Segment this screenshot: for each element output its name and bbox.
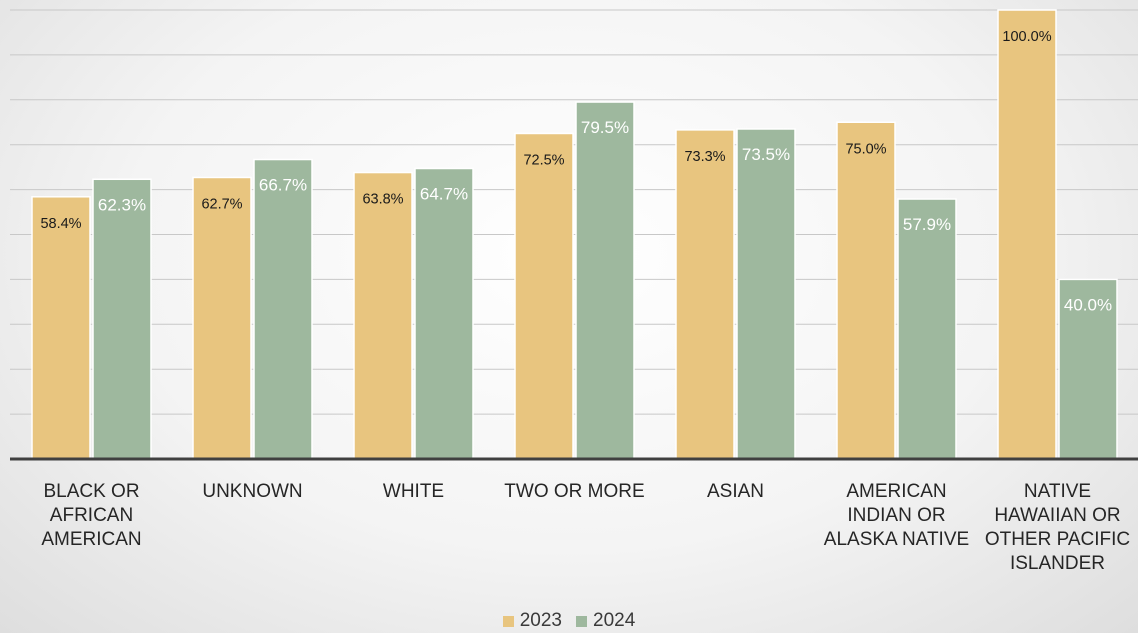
- legend: 2023 2024: [0, 610, 1138, 632]
- data-label-2023-3: 72.5%: [523, 152, 564, 168]
- category-label-3: TWO OR MORE: [504, 481, 645, 502]
- bar-2023-4: [675, 129, 735, 460]
- bar-2024-6: [1058, 278, 1118, 460]
- data-label-2023-4: 73.3%: [684, 149, 725, 165]
- data-label-2024-6: 40.0%: [1064, 295, 1112, 314]
- category-label-4: ASIAN: [706, 481, 765, 502]
- bar-2023-3: [514, 132, 574, 460]
- category-label-5: AMERICAN INDIAN OR ALASKA NATIVE: [823, 481, 970, 550]
- bar-2023-0: [31, 196, 91, 460]
- data-label-2023-1: 62.7%: [201, 196, 242, 212]
- category-label-1: UNKNOWN: [202, 481, 303, 502]
- data-label-2024-0: 62.3%: [98, 195, 146, 214]
- bar-2024-4: [736, 128, 796, 460]
- bar-2023-2: [353, 171, 413, 460]
- data-label-2023-5: 75.0%: [845, 141, 886, 157]
- legend-label-2023: 2023: [519, 610, 562, 631]
- bar-2023-6: [997, 9, 1057, 460]
- legend-label-2024: 2024: [593, 610, 636, 631]
- legend-swatch-2023: [502, 615, 514, 627]
- legend-item-2023: 2023: [502, 610, 562, 632]
- bar-2023-5: [836, 121, 896, 460]
- data-label-2024-1: 66.7%: [259, 176, 307, 195]
- bar-2024-2: [414, 167, 474, 460]
- bar-2023-1: [192, 176, 252, 460]
- data-label-2023-2: 63.8%: [362, 192, 403, 208]
- legend-item-2024: 2024: [576, 610, 635, 632]
- category-label-0: BLACK OR AFRICAN AMERICAN: [41, 481, 142, 550]
- bar-2024-1: [253, 158, 313, 460]
- data-label-2023-6: 100.0%: [1002, 29, 1051, 45]
- category-label-2: WHITE: [382, 481, 445, 502]
- legend-swatch-2024: [576, 615, 587, 627]
- bar-2024-0: [92, 178, 152, 460]
- data-label-2024-3: 79.5%: [581, 118, 629, 137]
- bar-2024-3: [575, 101, 635, 460]
- category-label-6: NATIVE HAWAIIAN OR OTHER PACIFIC ISLANDE…: [984, 481, 1131, 574]
- data-label-2024-4: 73.5%: [742, 145, 790, 164]
- data-label-2024-2: 64.7%: [420, 184, 468, 203]
- data-label-2023-0: 58.4%: [40, 216, 81, 232]
- bar-2024-5: [897, 198, 957, 460]
- data-label-2024-5: 57.9%: [903, 215, 951, 234]
